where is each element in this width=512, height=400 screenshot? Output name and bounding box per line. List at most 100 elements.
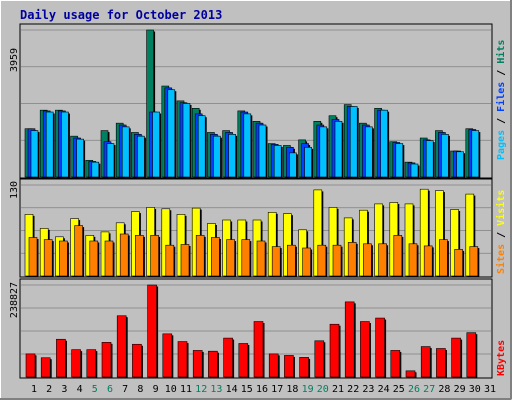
bar-sites-day-10 <box>165 244 176 278</box>
bar-kbytes-day-1 <box>25 353 37 379</box>
bar-sites-day-1 <box>28 237 39 278</box>
x-tick-label-21: 21 <box>332 384 344 395</box>
x-tick-label-9: 9 <box>153 384 159 395</box>
bar-pages-day-6 <box>106 143 116 179</box>
bar-kbytes-day-6 <box>101 342 113 379</box>
bar-kbytes-day-18 <box>284 355 295 379</box>
bar-sites-day-20 <box>317 244 328 278</box>
bar-sites-day-12 <box>195 235 206 278</box>
bar-sites-day-18 <box>287 244 297 278</box>
bar-sites-day-2 <box>43 239 54 278</box>
bar-sites-day-25 <box>393 235 404 278</box>
legend-item-sites: Sites <box>495 244 507 274</box>
legend: Pages / Files / Hits Sites / Visits KBytes <box>495 40 507 376</box>
bar-pages-day-19 <box>304 146 314 179</box>
x-tick-label-6: 6 <box>107 384 113 395</box>
bar-kbytes-day-21 <box>329 323 341 379</box>
bar-sites-day-28 <box>439 239 449 278</box>
x-tick-label-5: 5 <box>92 384 98 395</box>
bar-pages-day-9 <box>152 111 162 179</box>
x-tick-label-12: 12 <box>195 384 207 395</box>
legend-visits-sites: Sites / Visits <box>495 190 507 274</box>
legend-hits-files-pages: Pages / Files / Hits <box>495 40 507 160</box>
bar-sites-day-22 <box>347 242 358 278</box>
bar-pages-day-10 <box>167 89 177 179</box>
bar-pages-day-8 <box>137 135 146 179</box>
bar-kbytes-day-23 <box>360 321 371 379</box>
bar-kbytes-day-12 <box>192 350 204 379</box>
x-tick-label-3: 3 <box>61 384 67 395</box>
bar-pages-day-7 <box>121 126 131 179</box>
x-tick-label-30: 30 <box>469 384 481 395</box>
bar-kbytes-day-5 <box>86 349 98 379</box>
bar-kbytes-day-25 <box>390 350 402 379</box>
bar-sites-day-13 <box>211 237 221 278</box>
x-tick-label-20: 20 <box>317 384 329 395</box>
x-tick-label-10: 10 <box>165 384 177 395</box>
bar-kbytes-day-29 <box>451 337 463 379</box>
bar-sites-day-7 <box>119 233 130 278</box>
bar-kbytes-day-3 <box>56 338 67 379</box>
legend-kbytes: KBytes <box>496 340 507 376</box>
bar-sites-day-4 <box>74 225 85 278</box>
bar-kbytes-day-14 <box>223 337 235 379</box>
bar-sites-day-30 <box>469 246 480 278</box>
bar-sites-day-27 <box>423 245 434 278</box>
legend-item-visits: Visits <box>495 190 507 226</box>
bar-pages-day-24 <box>380 109 390 179</box>
x-tick-label-28: 28 <box>438 384 450 395</box>
bar-sites-day-15 <box>241 239 252 278</box>
bar-kbytes-day-17 <box>268 353 280 379</box>
bar-kbytes-day-8 <box>132 343 143 379</box>
bar-sites-day-11 <box>180 244 191 278</box>
x-tick-label-24: 24 <box>378 384 390 395</box>
x-tick-label-7: 7 <box>122 384 128 395</box>
bar-kbytes-day-2 <box>40 357 52 379</box>
bar-sites-day-17 <box>271 246 282 278</box>
legend-item-hits: Hits <box>495 40 507 64</box>
bar-sites-day-19 <box>302 247 313 278</box>
bar-pages-day-20 <box>319 126 329 179</box>
bar-pages-day-26 <box>410 163 420 179</box>
x-tick-label-23: 23 <box>362 384 374 395</box>
bar-kbytes-day-28 <box>436 348 447 379</box>
bar-kbytes-day-26 <box>405 370 417 379</box>
bar-sites-day-6 <box>104 240 115 278</box>
x-tick-labels: 1 2 3 4 5 6 7 8 9 10 11 12 13 14 15 16 17 18 19 20 21 22 23 24 2… <box>31 384 496 395</box>
bar-sites-day-16 <box>256 240 267 278</box>
x-tick-label-8: 8 <box>137 384 143 395</box>
bar-sites-day-3 <box>59 240 69 278</box>
x-tick-label-2: 2 <box>46 384 52 395</box>
x-tick-label-16: 16 <box>256 384 268 395</box>
bar-pages-day-1 <box>30 130 40 179</box>
bar-pages-day-2 <box>45 111 55 179</box>
x-tick-label-29: 29 <box>454 384 466 395</box>
bar-sites-day-14 <box>226 239 237 278</box>
bar-sites-day-8 <box>135 235 145 278</box>
bar-pages-day-15 <box>243 113 253 179</box>
bar-kbytes-day-30 <box>466 332 478 379</box>
bar-kbytes-day-20 <box>314 340 326 379</box>
bar-pages-day-28 <box>441 133 450 179</box>
bar-kbytes-day-24 <box>375 317 387 379</box>
x-tick-label-25: 25 <box>393 384 405 395</box>
bar-pages-day-14 <box>228 133 238 179</box>
legend-item-pages: Pages <box>496 130 507 160</box>
legend-item-kbytes: KBytes <box>496 340 507 376</box>
bar-sites-day-24 <box>378 243 389 278</box>
bar-kbytes-day-9 <box>147 284 159 379</box>
bar-kbytes-day-27 <box>420 346 432 379</box>
x-tick-label-17: 17 <box>271 384 283 395</box>
x-tick-label-19: 19 <box>302 384 314 395</box>
bar-pages-day-29 <box>456 151 466 179</box>
bar-kbytes-day-22 <box>344 301 356 379</box>
bar-sites-day-9 <box>150 235 161 278</box>
x-tick-label-22: 22 <box>347 384 359 395</box>
bar-kbytes-day-13 <box>208 350 219 379</box>
bar-kbytes-day-19 <box>299 357 311 379</box>
x-tick-label-31: 31 <box>484 384 496 395</box>
bar-pages-day-21 <box>334 121 344 179</box>
x-tick-label-26: 26 <box>408 384 420 395</box>
bar-sites-day-26 <box>408 243 419 278</box>
